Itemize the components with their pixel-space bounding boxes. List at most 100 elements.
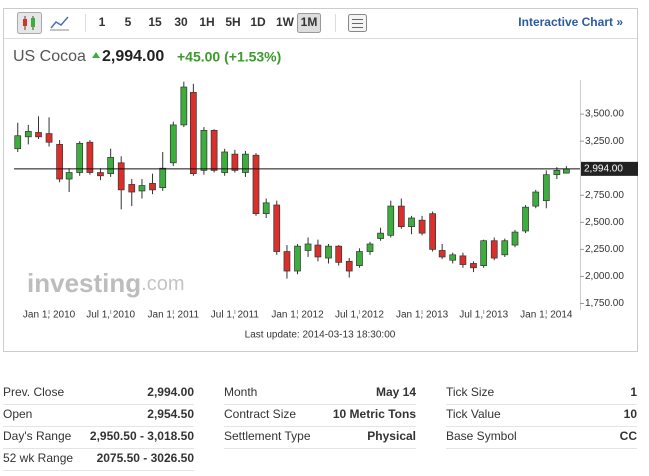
candle-body <box>377 232 384 239</box>
period-button[interactable]: 5H <box>225 15 240 29</box>
stat-label: 52 wk Range <box>3 451 73 465</box>
y-tick-label: 3,250.00 <box>585 136 624 147</box>
period-button[interactable]: 1 <box>99 15 106 29</box>
stat-label: Tick Value <box>446 407 501 421</box>
candle-body <box>490 240 498 259</box>
chart-frame <box>3 8 638 352</box>
instrument-name: US Cocoa <box>13 48 86 65</box>
candle-body <box>128 184 136 193</box>
candle-body <box>14 135 22 150</box>
candle-body <box>294 245 301 272</box>
candle-body <box>252 154 260 215</box>
x-tick-label: Jul 1, 2012 <box>335 310 384 321</box>
settings-icon[interactable] <box>348 14 367 32</box>
watermark: investing.com <box>27 268 184 298</box>
candle-body <box>24 131 32 138</box>
candle-body <box>231 153 239 171</box>
x-tick-label: Jul 1, 2011 <box>211 310 260 321</box>
stat-label: Tick Size <box>446 385 495 399</box>
y-tick-label: 2,750.00 <box>585 190 624 201</box>
selected-period <box>297 13 321 33</box>
x-tick-label: Jul 1, 2013 <box>459 310 508 321</box>
candle-body <box>366 243 374 252</box>
stat-label: Day's Range <box>3 429 72 443</box>
candle-body <box>159 167 167 189</box>
period-button[interactable]: 5 <box>125 15 132 29</box>
stat-value: 10 <box>624 407 638 421</box>
last-price-box <box>581 161 638 176</box>
candle-body <box>532 191 540 207</box>
candle-body <box>200 129 208 171</box>
up-arrow <box>92 52 100 58</box>
stat-value: CC <box>620 429 638 443</box>
candle-body <box>522 206 529 232</box>
x-tick-label: Jan 1, 2010 <box>23 310 76 321</box>
candle-body <box>273 204 281 252</box>
x-tick-label: Jan 1, 2011 <box>148 310 200 321</box>
y-tick-label: 3,500.00 <box>585 109 624 120</box>
x-tick-label: Jan 1, 2014 <box>520 310 573 321</box>
period-button[interactable]: 1W <box>276 15 295 29</box>
y-tick-label: 2,250.00 <box>585 244 624 255</box>
candle-body <box>283 251 291 272</box>
stat-value: 2,994.00 <box>147 385 194 399</box>
candle-icon[interactable] <box>17 12 42 34</box>
stat-label: Open <box>3 407 32 421</box>
candle-body <box>501 240 509 256</box>
candle-body <box>76 142 84 173</box>
interactive-chart-link[interactable]: Interactive Chart » <box>518 15 623 29</box>
watermark-domain: .com <box>141 273 184 295</box>
candle-body <box>262 202 270 215</box>
candle-body <box>449 254 457 261</box>
candle-body <box>429 213 436 250</box>
candle-body <box>408 217 415 228</box>
candle-body <box>511 231 519 246</box>
candle-body <box>45 133 53 143</box>
candle-body <box>65 172 73 180</box>
stat-value: 2,954.50 <box>147 407 194 421</box>
candle-body <box>97 172 104 177</box>
y-tick-label: 1,750.00 <box>585 298 624 309</box>
candle-body <box>553 170 561 176</box>
candle-body <box>210 129 218 171</box>
x-tick-label: Jul 1, 2010 <box>86 310 135 321</box>
y-tick-label: 2,500.00 <box>585 217 624 228</box>
period-button[interactable]: 15 <box>148 15 162 29</box>
stat-value: 1 <box>630 385 637 399</box>
stat-label: Contract Size <box>224 407 296 421</box>
candle-body <box>542 174 550 202</box>
stat-value: 10 Metric Tons <box>333 407 416 421</box>
stat-label: Base Symbol <box>446 429 517 443</box>
candle-body <box>56 144 63 180</box>
period-button[interactable]: 30 <box>174 15 188 29</box>
line-icon[interactable] <box>50 16 69 31</box>
stat-label: Month <box>224 385 257 399</box>
candle-body <box>86 141 94 173</box>
candle-body <box>356 251 363 266</box>
x-tick-label: Jan 1, 2013 <box>396 310 449 321</box>
candle-body <box>387 205 395 236</box>
candle-body <box>438 250 446 258</box>
candle-body <box>480 240 488 266</box>
candle-body <box>345 260 353 272</box>
candle-body <box>335 245 343 263</box>
candle-body <box>242 153 249 173</box>
price-change: +45.00 (+1.53%) <box>177 49 281 65</box>
last-price-label: 2,994.00 <box>584 164 623 175</box>
candle-body <box>35 132 42 138</box>
stat-value: Physical <box>367 429 416 443</box>
candle-body <box>169 124 177 164</box>
stat-label: Prev. Close <box>3 385 64 399</box>
y-tick-label: 2,000.00 <box>585 271 624 282</box>
candle-body <box>418 219 426 234</box>
candle-body <box>563 168 570 174</box>
candle-body <box>470 263 477 269</box>
period-button[interactable]: 1H <box>199 15 214 29</box>
candle-body <box>149 183 156 191</box>
last-price: 2,994.00 <box>102 48 164 65</box>
stat-value: 2,950.50 - 3,018.50 <box>90 429 194 443</box>
period-button[interactable]: 1M <box>301 15 318 29</box>
period-button[interactable]: 1D <box>250 15 266 29</box>
stat-label: Settlement Type <box>224 429 311 443</box>
